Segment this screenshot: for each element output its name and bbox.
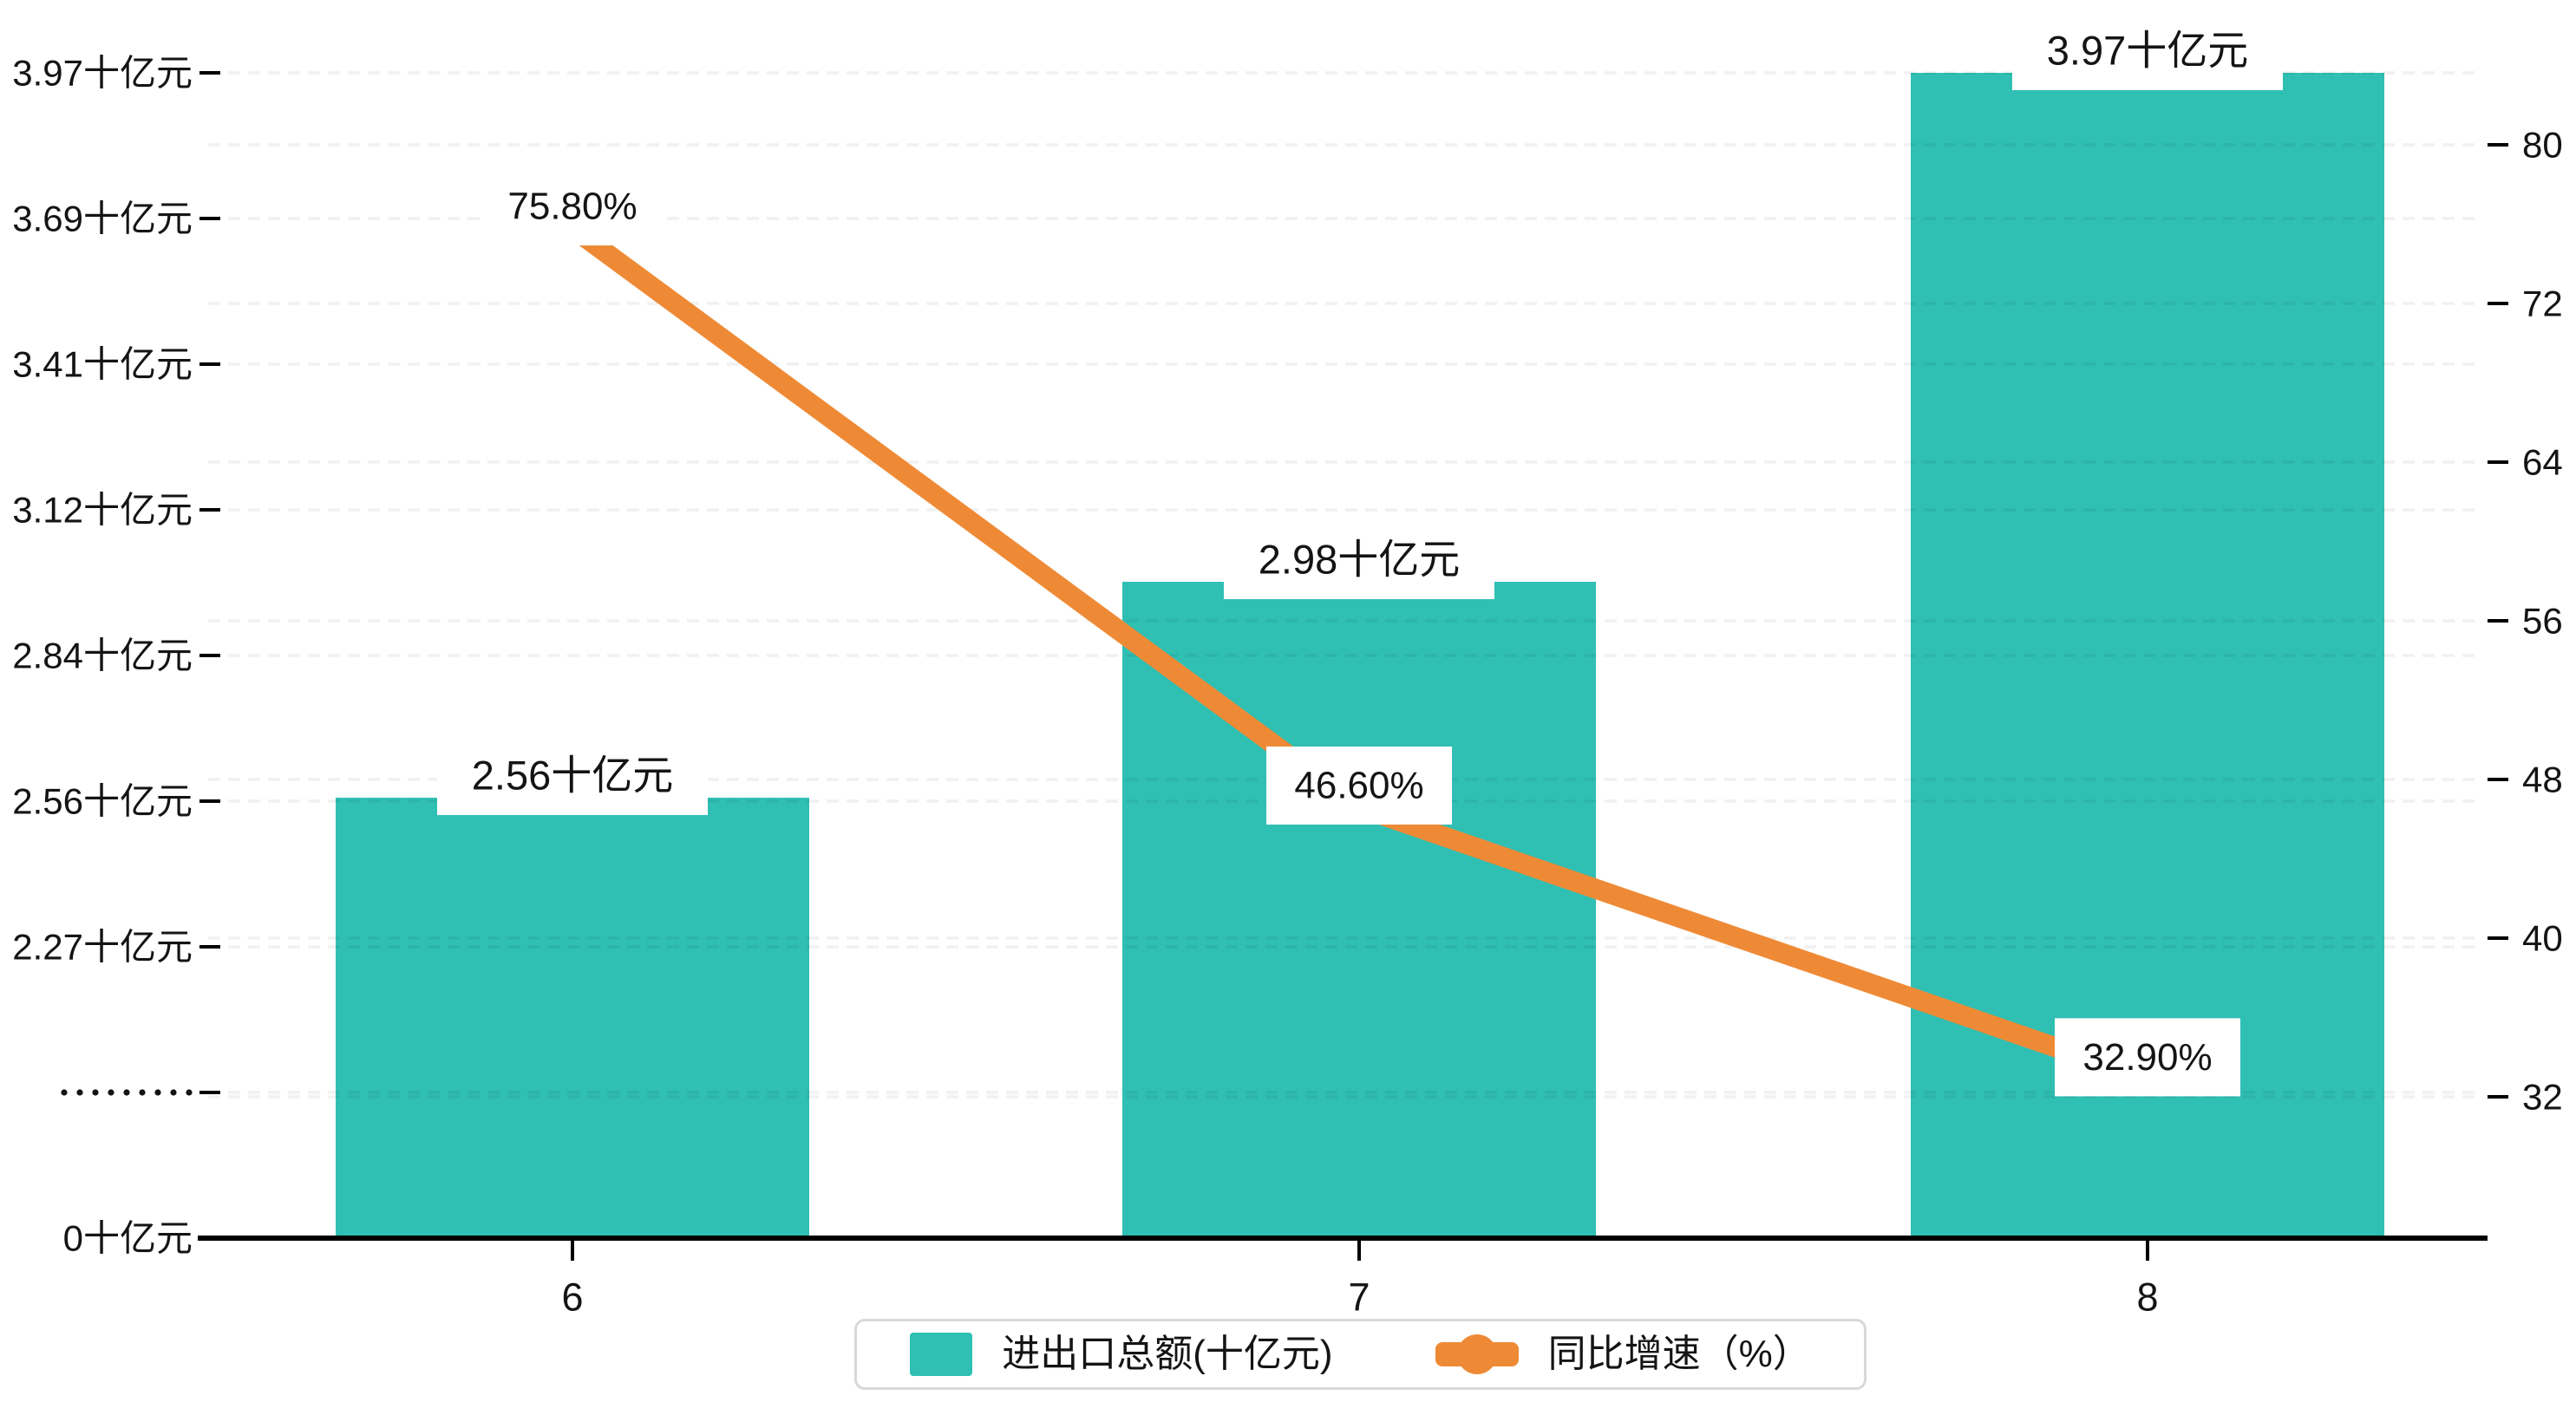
right-axis-tick-label: 72 <box>2522 284 2563 324</box>
bar-value-label-box <box>1224 519 1494 600</box>
axis-break-dots <box>170 1089 177 1096</box>
axis-break-dots <box>154 1089 161 1096</box>
legend: 进出口总额(十亿元) 同比增速（%） <box>854 1319 1867 1390</box>
bar-series-swatch-icon <box>910 1333 973 1376</box>
bar-value-label: 3.97十亿元 <box>2047 28 2248 74</box>
bar-series-legend-label: 进出口总额(十亿元) <box>1002 1333 1333 1375</box>
line-value-label-box <box>2055 1018 2240 1097</box>
bar-value-label-box <box>2012 10 2283 90</box>
line-series-legend-label: 同比增速（%） <box>1547 1333 1811 1375</box>
axis-break-dots <box>123 1089 130 1096</box>
line-value-label: 75.80% <box>507 186 637 228</box>
left-axis-tick-label: 0十亿元 <box>63 1218 193 1259</box>
right-axis-tick-label: 40 <box>2522 918 2563 959</box>
axis-break-dots <box>139 1089 146 1096</box>
left-axis-tick-label: 2.84十亿元 <box>12 636 193 676</box>
axis-break-dots <box>61 1089 68 1096</box>
left-axis-tick-label: 3.69十亿元 <box>12 199 193 239</box>
axis-break-dots <box>92 1089 99 1096</box>
right-axis-tick-label: 56 <box>2522 601 2563 642</box>
left-axis-tick-label: 3.41十亿元 <box>12 344 193 385</box>
bar-value-label: 2.56十亿元 <box>472 753 673 799</box>
left-axis-tick-label: 3.97十亿元 <box>12 53 193 94</box>
line-series-swatch-icon <box>1435 1333 1519 1376</box>
left-axis-tick-label: 2.27十亿元 <box>12 927 193 968</box>
axis-break-dots <box>76 1089 83 1096</box>
left-axis-tick-label: 2.56十亿元 <box>12 781 193 822</box>
bar-month-6[interactable] <box>336 798 809 1238</box>
axis-break-dots <box>186 1089 193 1096</box>
line-value-label-box <box>480 167 665 246</box>
legend-item-bar-series[interactable]: 进出口总额(十亿元) <box>910 1333 1333 1376</box>
x-axis-tick-label: 7 <box>1348 1275 1370 1320</box>
line-value-label: 46.60% <box>1294 765 1423 807</box>
line-value-label: 32.90% <box>2082 1036 2212 1079</box>
line-value-label-box <box>1266 747 1452 825</box>
right-axis-tick-label: 64 <box>2522 442 2563 483</box>
x-axis-tick-label: 8 <box>2136 1275 2158 1320</box>
right-axis-tick-label: 80 <box>2522 125 2563 166</box>
axis-break-dots <box>108 1089 114 1096</box>
x-axis-tick-label: 6 <box>561 1275 583 1320</box>
bar-value-label: 2.98十亿元 <box>1259 537 1460 583</box>
bar-value-label-box <box>437 735 708 816</box>
legend-item-line-series[interactable]: 同比增速（%） <box>1435 1333 1811 1376</box>
left-axis-tick-label: 3.12十亿元 <box>12 490 193 531</box>
right-axis-tick-label: 32 <box>2522 1077 2563 1118</box>
right-axis-tick-label: 48 <box>2522 760 2563 800</box>
